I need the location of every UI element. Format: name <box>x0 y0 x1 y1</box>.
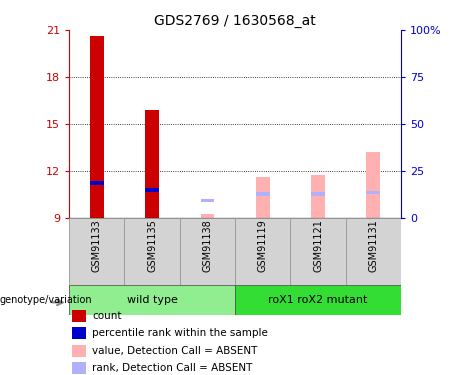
Bar <box>366 152 380 217</box>
Bar <box>72 327 86 339</box>
Bar <box>145 110 159 218</box>
Bar <box>201 199 214 202</box>
Bar <box>290 217 346 285</box>
Bar <box>201 214 214 217</box>
Bar <box>346 217 401 285</box>
Bar <box>235 285 401 315</box>
Text: GSM91135: GSM91135 <box>147 219 157 272</box>
Text: percentile rank within the sample: percentile rank within the sample <box>92 328 268 338</box>
Bar <box>69 285 235 315</box>
Text: count: count <box>92 310 122 321</box>
Text: genotype/variation: genotype/variation <box>0 295 93 305</box>
Text: GSM91133: GSM91133 <box>92 219 102 272</box>
Text: GSM91121: GSM91121 <box>313 219 323 272</box>
Bar <box>72 362 86 374</box>
Text: roX1 roX2 mutant: roX1 roX2 mutant <box>268 295 368 305</box>
Text: rank, Detection Call = ABSENT: rank, Detection Call = ABSENT <box>92 363 253 373</box>
Text: wild type: wild type <box>127 295 177 305</box>
Bar <box>72 345 86 357</box>
Bar <box>90 36 104 218</box>
Bar <box>366 191 380 194</box>
Bar <box>145 188 159 192</box>
Text: GSM91131: GSM91131 <box>368 219 378 272</box>
Bar <box>72 309 86 322</box>
Bar <box>256 192 270 196</box>
Text: GSM91119: GSM91119 <box>258 219 268 272</box>
Text: value, Detection Call = ABSENT: value, Detection Call = ABSENT <box>92 346 258 356</box>
Bar <box>180 217 235 285</box>
Bar <box>90 181 104 185</box>
Bar <box>124 217 180 285</box>
Text: GSM91138: GSM91138 <box>202 219 213 272</box>
Bar <box>69 217 124 285</box>
Bar <box>311 176 325 217</box>
Bar <box>235 217 290 285</box>
Title: GDS2769 / 1630568_at: GDS2769 / 1630568_at <box>154 13 316 28</box>
Bar <box>256 177 270 218</box>
Bar <box>311 192 325 196</box>
